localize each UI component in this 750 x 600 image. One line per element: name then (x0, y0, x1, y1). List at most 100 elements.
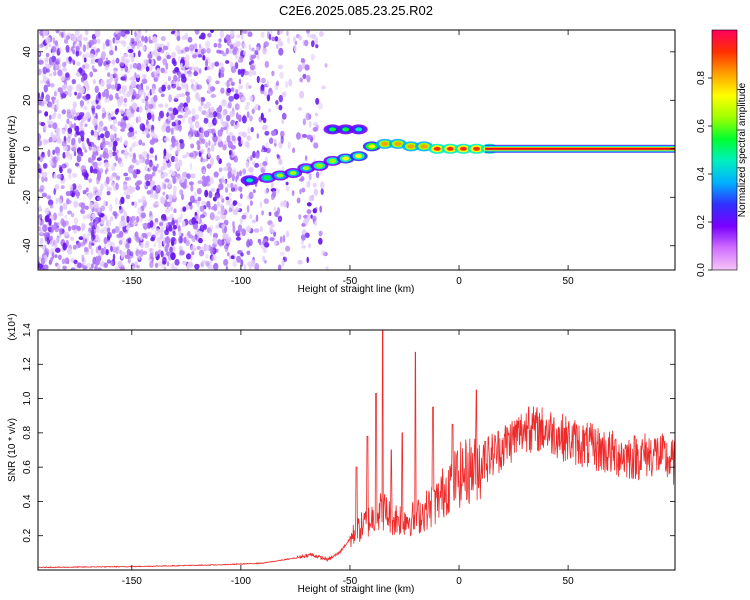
noise-speck (271, 70, 275, 77)
noise-speck (226, 126, 229, 135)
ridge-continuous-line (485, 144, 675, 153)
noise-speck (288, 78, 293, 87)
noise-speck (141, 62, 147, 69)
noise-speck (100, 228, 104, 234)
noise-speck (281, 91, 287, 98)
ridge-point (441, 143, 460, 154)
noise-speck (318, 237, 323, 245)
noise-speck (204, 40, 211, 49)
noise-speck (227, 171, 231, 179)
colorbar-tick-label: 0.4 (696, 167, 707, 181)
noise-speck (57, 69, 63, 77)
x-tick-label: 0 (456, 276, 462, 287)
noise-speck (108, 141, 114, 147)
noise-speck (150, 193, 154, 199)
noise-speck (251, 47, 255, 52)
noise-speck (281, 259, 285, 267)
noise-speck (298, 35, 303, 41)
noise-speck (95, 191, 101, 196)
noise-speck (299, 178, 304, 182)
noise-speck (180, 213, 183, 219)
noise-speck (298, 214, 302, 220)
noise-speck (137, 199, 142, 204)
noise-speck (88, 39, 95, 46)
noise-speck (257, 105, 261, 111)
noise-speck (48, 103, 53, 108)
noise-speck (140, 242, 144, 249)
noise-speck (132, 221, 138, 226)
noise-speck (167, 84, 171, 91)
noise-speck (56, 173, 62, 180)
noise-speck (105, 176, 110, 185)
noise-speck (251, 219, 256, 224)
noise-speck (143, 232, 148, 239)
noise-speck (214, 61, 220, 67)
noise-speck (103, 215, 108, 221)
noise-speck (80, 209, 84, 214)
noise-speck (44, 207, 50, 215)
noise-speck (80, 165, 87, 173)
noise-speck (119, 109, 125, 115)
noise-speck (212, 134, 218, 143)
colorbar-tick-label: 0.6 (696, 119, 707, 133)
noise-speck (94, 85, 99, 94)
noise-speck (133, 41, 137, 46)
noise-speck (99, 168, 104, 174)
noise-speck (91, 230, 95, 237)
noise-speck (58, 254, 62, 260)
noise-speck (282, 235, 285, 243)
noise-speck (145, 130, 149, 135)
noise-speck (123, 115, 128, 121)
noise-speck (302, 118, 307, 126)
noise-speck (131, 186, 135, 193)
noise-speck (160, 36, 166, 42)
noise-speck (88, 157, 92, 163)
noise-speck (60, 76, 64, 81)
noise-speck (280, 136, 284, 144)
noise-speck (104, 97, 110, 103)
x-tick-label: 50 (563, 576, 575, 587)
noise-speck (158, 115, 161, 122)
noise-speck (105, 249, 109, 256)
noise-speck (79, 100, 84, 107)
noise-speck (280, 201, 284, 208)
noise-speck (138, 153, 143, 158)
noise-speck (94, 221, 98, 229)
noise-speck (313, 142, 319, 149)
noise-speck (152, 36, 158, 44)
noise-speck (166, 216, 172, 221)
noise-speck (62, 84, 67, 91)
noise-speck (66, 118, 70, 125)
noise-speck (297, 259, 303, 265)
noise-speck (72, 139, 76, 145)
ridge-point (428, 143, 447, 154)
noise-speck (165, 251, 171, 256)
noise-speck (171, 217, 175, 226)
noise-speck (71, 46, 74, 52)
noise-speck (264, 91, 268, 97)
noise-speck (185, 91, 190, 97)
noise-speck (38, 168, 42, 174)
noise-speck (187, 36, 193, 43)
noise-speck (217, 42, 222, 49)
noise-speck (232, 225, 236, 234)
noise-speck (160, 93, 165, 98)
noise-speck (42, 138, 48, 146)
noise-speck (49, 240, 54, 245)
noise-speck (196, 188, 202, 195)
noise-speck (269, 229, 275, 233)
noise-speck (303, 214, 309, 219)
noise-speck (258, 241, 262, 246)
noise-speck (148, 248, 154, 253)
noise-speck (104, 64, 109, 71)
noise-speck (315, 36, 319, 45)
noise-speck (126, 215, 130, 223)
noise-speck (115, 182, 119, 190)
noise-speck (200, 97, 206, 102)
noise-speck (53, 222, 58, 231)
noise-speck (214, 215, 220, 222)
noise-speck (306, 202, 312, 207)
noise-speck (213, 262, 219, 270)
noise-speck (278, 158, 283, 166)
noise-speck (116, 233, 122, 239)
